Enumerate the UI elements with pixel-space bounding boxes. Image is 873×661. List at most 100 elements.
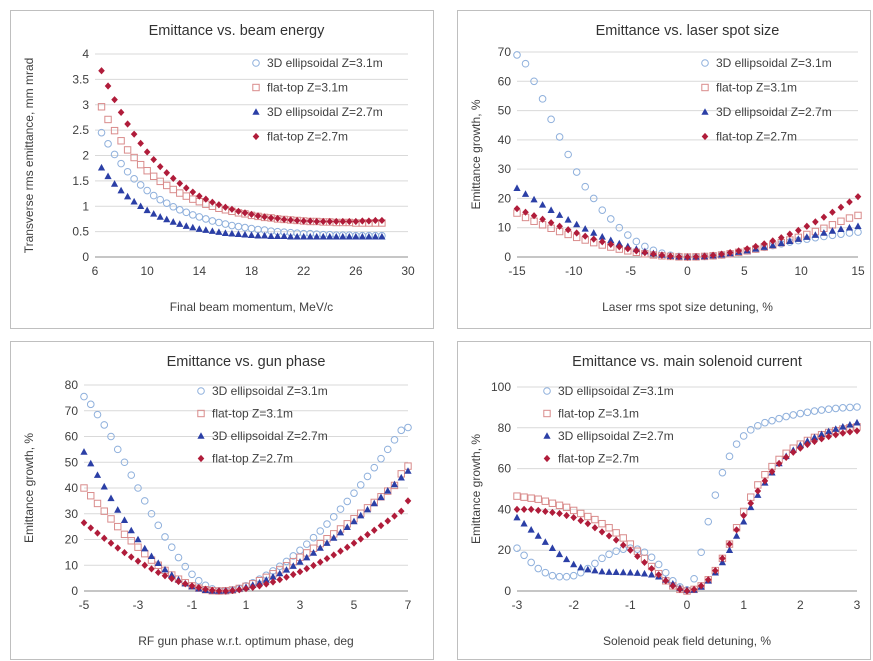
data-point [124,120,131,128]
data-point [782,412,790,421]
data-point [853,427,861,435]
data-point [330,534,338,541]
data-point [556,211,564,218]
x-tick-label: 3 [854,598,861,612]
data-point [527,505,535,513]
data-point [350,489,358,497]
data-point [363,505,372,513]
data-point [316,527,325,535]
data-point [612,547,620,556]
data-point [329,513,338,521]
data-point [189,223,197,231]
data-point [202,585,209,593]
data-point [120,530,129,539]
data-point [692,253,700,261]
data-point [616,243,623,251]
data-point [384,517,392,525]
data-point [357,511,365,519]
data-point [163,169,171,177]
data-point [378,232,386,240]
legend-marker-flattop-27 [543,454,551,463]
data-point [93,471,102,478]
data-point [309,533,318,542]
data-point [182,192,190,200]
data-point [149,172,158,181]
data-point [811,231,819,238]
legend-label-flattop-31: flat-top Z=3.1m [558,407,639,421]
data-point [208,217,217,225]
data-point [837,217,845,225]
data-point [313,217,321,226]
data-point [194,576,203,585]
data-point [336,528,345,536]
data-point [633,569,642,576]
data-point [846,420,854,428]
x-tick-label: 7 [405,598,412,612]
data-point [134,557,142,565]
data-point [147,552,156,560]
data-point [675,253,683,261]
data-point [121,549,128,557]
x-axis-label: Laser rms spot size detuning, % [602,300,773,314]
data-point [130,197,138,205]
data-point [154,521,163,530]
data-point [182,208,191,217]
data-point [98,67,105,75]
data-point [365,217,373,225]
data-point [845,223,854,231]
y-axis-label: Emittance growth, % [22,433,36,543]
data-point [87,524,95,532]
data-point [174,553,183,562]
data-point [577,509,585,518]
data-point [786,237,794,244]
x-tick-label: 10 [140,264,154,278]
y-tick-label: 20 [498,191,512,205]
data-point [591,515,599,524]
data-point [726,540,733,548]
data-point [733,526,740,534]
data-point [196,192,203,200]
x-tick-label: 5 [741,264,748,278]
data-point [573,229,580,237]
data-point [107,432,115,441]
data-point [93,410,102,419]
data-point [607,236,615,244]
data-point [810,433,819,441]
y-tick-label: 20 [498,543,512,557]
data-point [100,507,108,515]
y-tick-label: 100 [491,380,511,394]
data-point [262,576,270,583]
data-point [332,217,340,226]
data-point [117,108,125,116]
y-tick-label: 20 [65,533,79,547]
data-point [276,576,284,584]
data-point [175,206,184,214]
chart-panel-gun-phase: Emittance vs. gun phase 0 10 20 30 40 50 60 70 80… [10,341,434,660]
series-ellipsoidal-27 [80,448,412,594]
data-point [143,186,151,195]
legend-marker-flattop-31 [701,83,709,92]
data-point [538,95,547,103]
data-point [754,481,762,489]
y-tick-label: 80 [65,378,79,392]
x-tick-label: 0 [684,264,691,278]
x-tick-label: 30 [401,264,415,278]
data-point [667,252,674,260]
data-point [513,51,521,59]
data-point [352,232,360,240]
data-point [169,185,177,194]
data-point [222,203,229,211]
data-point [117,137,125,145]
legend-label-flattop-27: flat-top Z=2.7m [558,452,639,466]
data-point [364,531,371,539]
legend-label-ellipsoidal-31: 3D ellipsoidal Z=3.1m [558,384,674,398]
data-point [365,232,373,240]
data-point [163,181,171,190]
data-point [632,237,641,246]
legend: 3D ellipsoidal Z=3.1m flat-top Z=3.1m 3D e… [543,384,674,466]
data-point [577,563,585,571]
data-point [168,575,176,583]
data-point [123,146,132,154]
data-point [162,199,171,208]
data-point [215,201,223,209]
